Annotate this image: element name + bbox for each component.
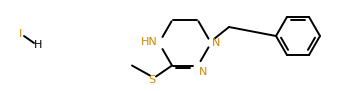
Text: N: N (199, 67, 207, 77)
Text: S: S (148, 75, 155, 85)
Text: N: N (212, 38, 221, 48)
Text: HN: HN (141, 37, 158, 47)
Text: H: H (34, 40, 42, 50)
Text: I: I (18, 29, 22, 39)
